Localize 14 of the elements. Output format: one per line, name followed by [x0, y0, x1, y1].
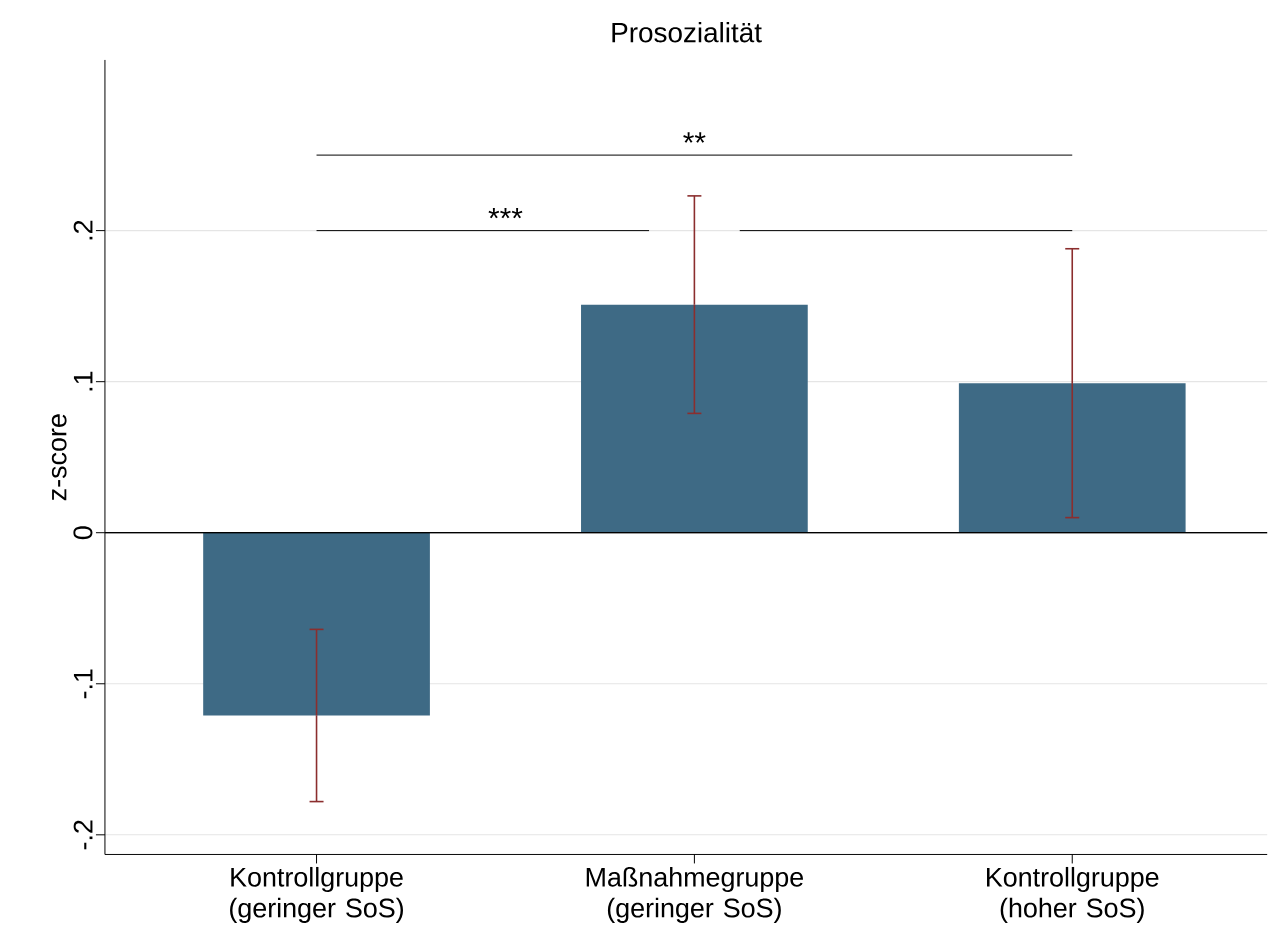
y-axis-title: z-score [51, 414, 67, 500]
y-tick-label: -.1 [73, 669, 93, 699]
y-tick-label: -.2 [73, 820, 93, 850]
bar [203, 532, 430, 716]
y-tick-label: .2 [73, 220, 93, 240]
bar [581, 304, 808, 533]
y-tick-label: .1 [73, 371, 93, 391]
annotation: ** [683, 132, 706, 143]
annotation: *** [488, 207, 523, 219]
x-tick-label: Kontrollgruppe (geringer SoS) [230, 866, 403, 923]
y-tick-label: 0 [73, 526, 93, 539]
chart-title: Prosozialität [612, 21, 762, 43]
x-tick-label: Maßnahmegruppe (geringer SoS) [586, 866, 803, 923]
x-tick-label: Kontrollgruppe (hoher SoS) [987, 866, 1159, 923]
